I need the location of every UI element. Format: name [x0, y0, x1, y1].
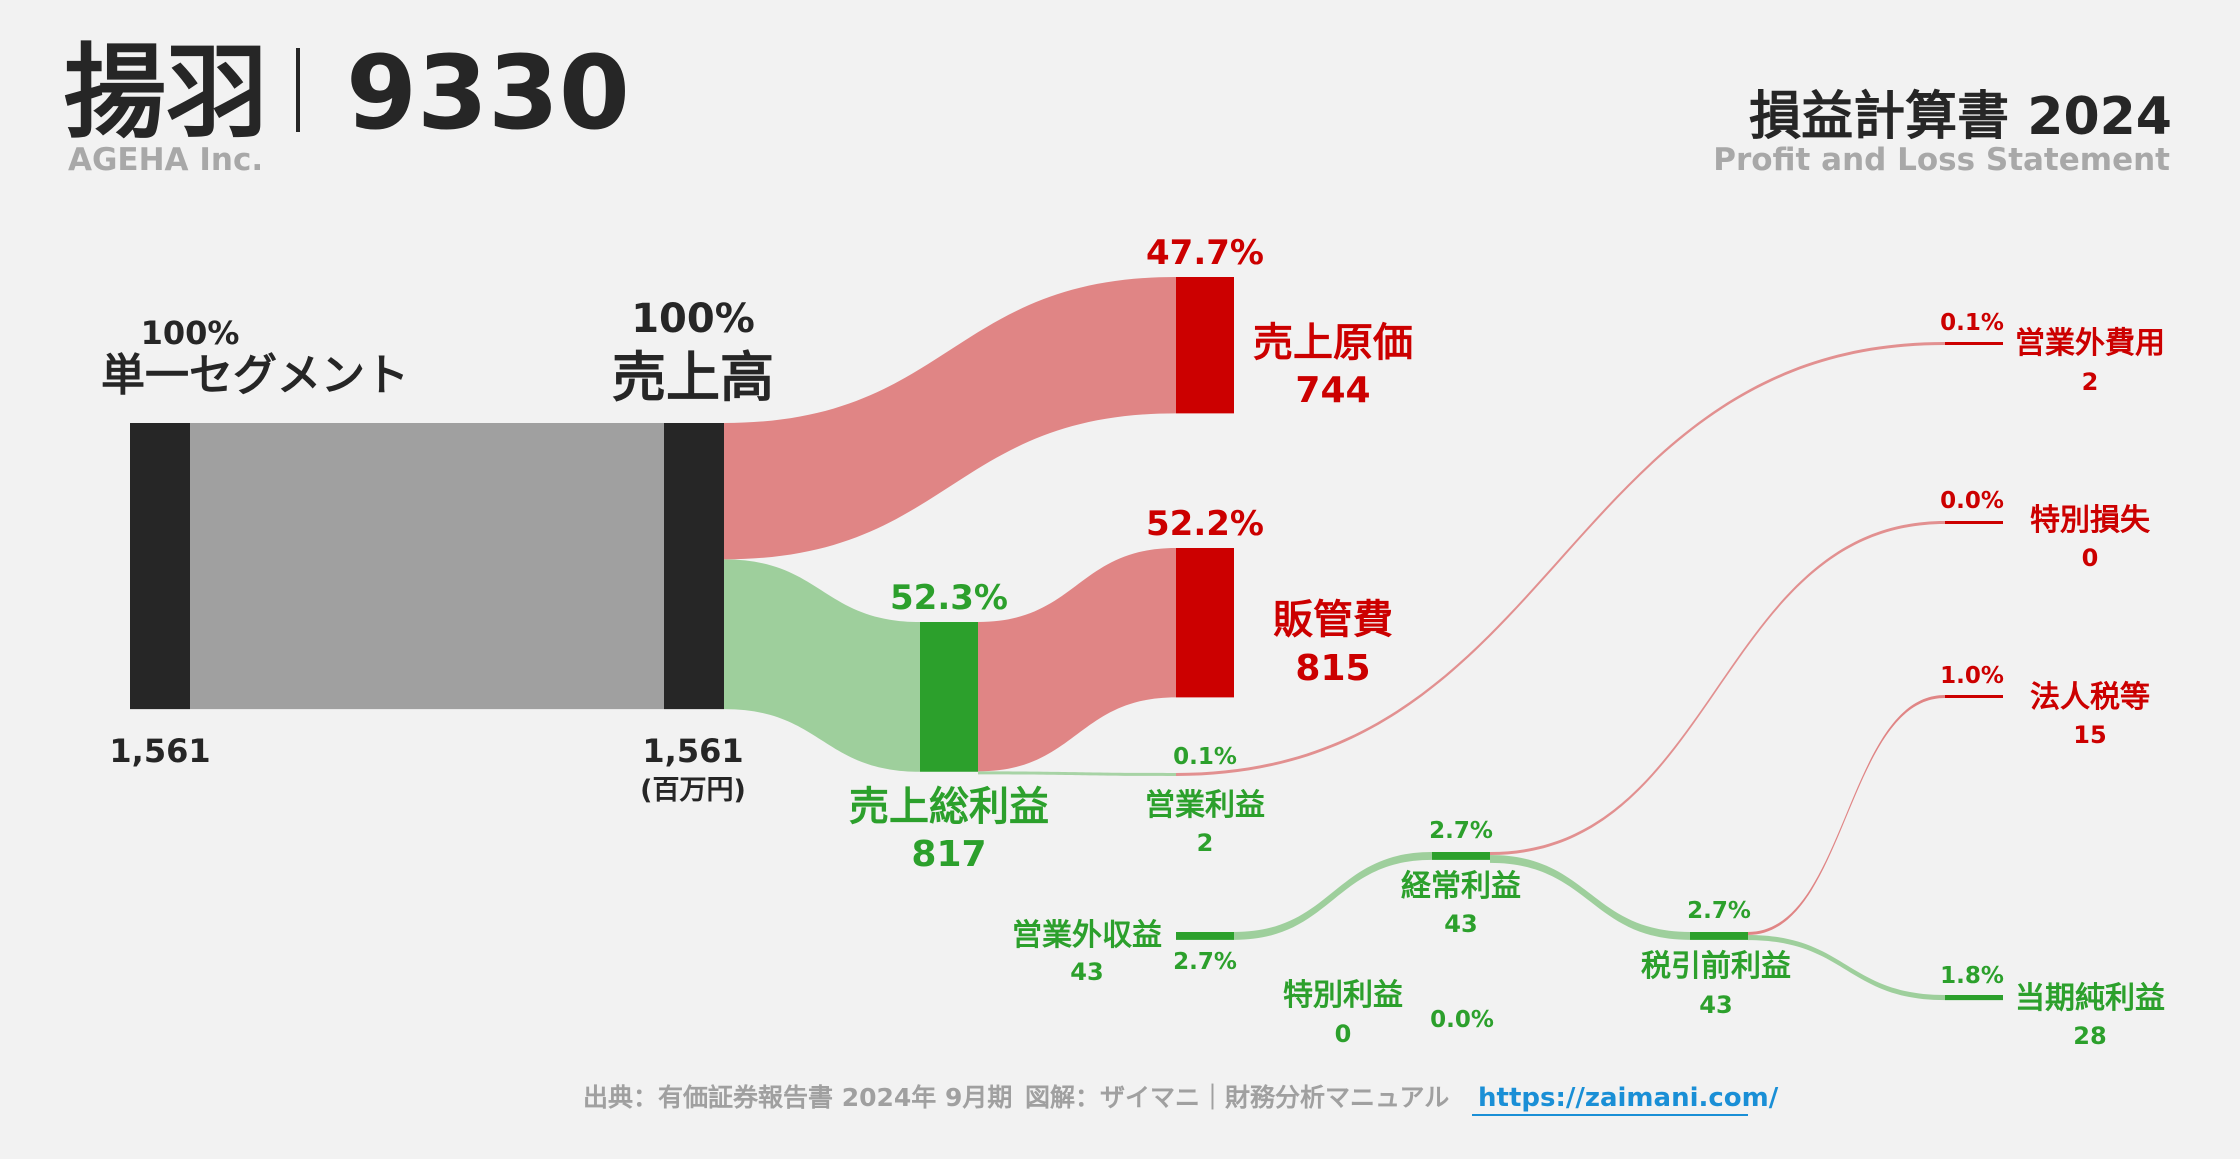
- sankey-flows: [190, 277, 1945, 1001]
- ext-gain-value-label: 0: [1335, 1020, 1352, 1048]
- gross-name-label: 売上総利益: [849, 784, 1049, 830]
- net-pct-label: 1.8%: [1940, 963, 2004, 989]
- ext-loss-pct-label: 0.0%: [1940, 488, 2004, 514]
- nonop-exp-value-label: 2: [2082, 368, 2099, 396]
- ordinary-name-label: 経常利益: [1401, 869, 1521, 904]
- source-link[interactable]: https://zaimani.com/: [1478, 1083, 1779, 1113]
- node-nonop_inc: [1176, 932, 1234, 940]
- flow-segment-to-revenue: [190, 423, 664, 710]
- cogs-pct-label: 47.7%: [1146, 233, 1264, 273]
- net-value-label: 28: [2073, 1022, 2106, 1050]
- node-gross: [920, 622, 978, 772]
- flow-ordinary-to-pretax: [1490, 855, 1690, 940]
- flow-revenue-to-cogs: [724, 277, 1176, 560]
- gross-value-label: 817: [911, 834, 986, 875]
- ext-gain-pct-label: 0.0%: [1430, 1007, 1494, 1033]
- nonop-inc-name-label: 営業外収益: [1012, 918, 1162, 953]
- source-link-underline: [1472, 1114, 1748, 1116]
- node-revenue: [664, 423, 724, 710]
- node-segment: [130, 423, 190, 710]
- revenue-value-label: 1,561: [642, 732, 743, 770]
- cogs-name-label: 売上原価: [1253, 320, 1413, 366]
- unit-label: (百万円): [640, 775, 746, 806]
- sga-pct-label: 52.2%: [1146, 504, 1264, 544]
- tax-value-label: 15: [2073, 721, 2106, 749]
- flow-nonop_inc-to-ordinary: [1234, 852, 1432, 940]
- node-net: [1945, 995, 2003, 1001]
- node-nonop_exp: [1945, 342, 2003, 345]
- credit-note: 図解：ザイマニ｜財務分析マニュアル: [1025, 1083, 1449, 1112]
- segment-pct-label: 100%: [141, 314, 240, 352]
- header-divider: [296, 48, 300, 132]
- node-ordinary: [1432, 852, 1490, 860]
- op-pct-label: 0.1%: [1173, 744, 1237, 770]
- cogs-value-label: 744: [1295, 370, 1370, 411]
- revenue-pct-label: 100%: [631, 296, 755, 342]
- sankey-nodes: [130, 277, 2003, 1001]
- gross-pct-label: 52.3%: [890, 578, 1008, 618]
- ordinary-value-label: 43: [1444, 910, 1477, 938]
- node-pretax: [1690, 932, 1748, 940]
- company-name-jp: 揚羽: [64, 34, 268, 153]
- statement-title-en: Profit and Loss Statement: [1713, 142, 2170, 178]
- flow-pretax-to-net: [1748, 935, 1945, 1001]
- op-value-label: 2: [1197, 829, 1214, 857]
- source-note: 出典：有価証券報告書 2024年 9月期: [583, 1083, 1012, 1112]
- nonop-inc-value-label: 43: [1070, 958, 1103, 986]
- tax-pct-label: 1.0%: [1940, 663, 2004, 689]
- node-tax: [1945, 695, 2003, 698]
- flow-op-to-nonop_exp: [1176, 342, 1945, 776]
- ticker-code: 9330: [346, 34, 630, 153]
- nonop-exp-pct-label: 0.1%: [1940, 310, 2004, 336]
- statement-title-jp: 損益計算書 2024: [1749, 87, 2172, 147]
- segment-value-label: 1,561: [109, 732, 210, 770]
- nonop-inc-pct-label: 2.7%: [1173, 949, 1237, 975]
- tax-name-label: 法人税等: [2030, 680, 2150, 715]
- op-name-label: 営業利益: [1145, 788, 1265, 823]
- flow-revenue-to-gross: [724, 559, 920, 772]
- flow-gross-to-sga: [978, 548, 1176, 772]
- node-ext_loss: [1945, 521, 2003, 524]
- nonop-exp-name-label: 営業外費用: [2015, 326, 2165, 361]
- ext-loss-value-label: 0: [2082, 544, 2099, 572]
- company-name-en: AGEHA Inc.: [68, 142, 263, 178]
- pretax-name-label: 税引前利益: [1641, 949, 1791, 984]
- net-name-label: 当期純利益: [2015, 981, 2165, 1016]
- pretax-value-label: 43: [1699, 991, 1732, 1019]
- flow-ordinary-to-ext_loss: [1490, 521, 1945, 855]
- sga-value-label: 815: [1295, 648, 1370, 689]
- ordinary-pct-label: 2.7%: [1429, 818, 1493, 844]
- segment-name-label: 単一セグメント: [101, 350, 409, 401]
- node-sga: [1176, 548, 1234, 698]
- sga-name-label: 販管費: [1273, 597, 1393, 643]
- ext-loss-name-label: 特別損失: [2030, 503, 2151, 538]
- ext-gain-name-label: 特別利益: [1283, 978, 1403, 1013]
- revenue-name-label: 売上高: [612, 346, 774, 409]
- sankey-labels: 100%単一セグメント1,561100%売上高1,561(百万円)47.7%売上…: [101, 233, 2165, 1050]
- node-cogs: [1176, 277, 1234, 414]
- flow-pretax-to-tax: [1748, 695, 1945, 935]
- flow-gross-to-op: [978, 771, 1176, 776]
- pretax-pct-label: 2.7%: [1687, 898, 1751, 924]
